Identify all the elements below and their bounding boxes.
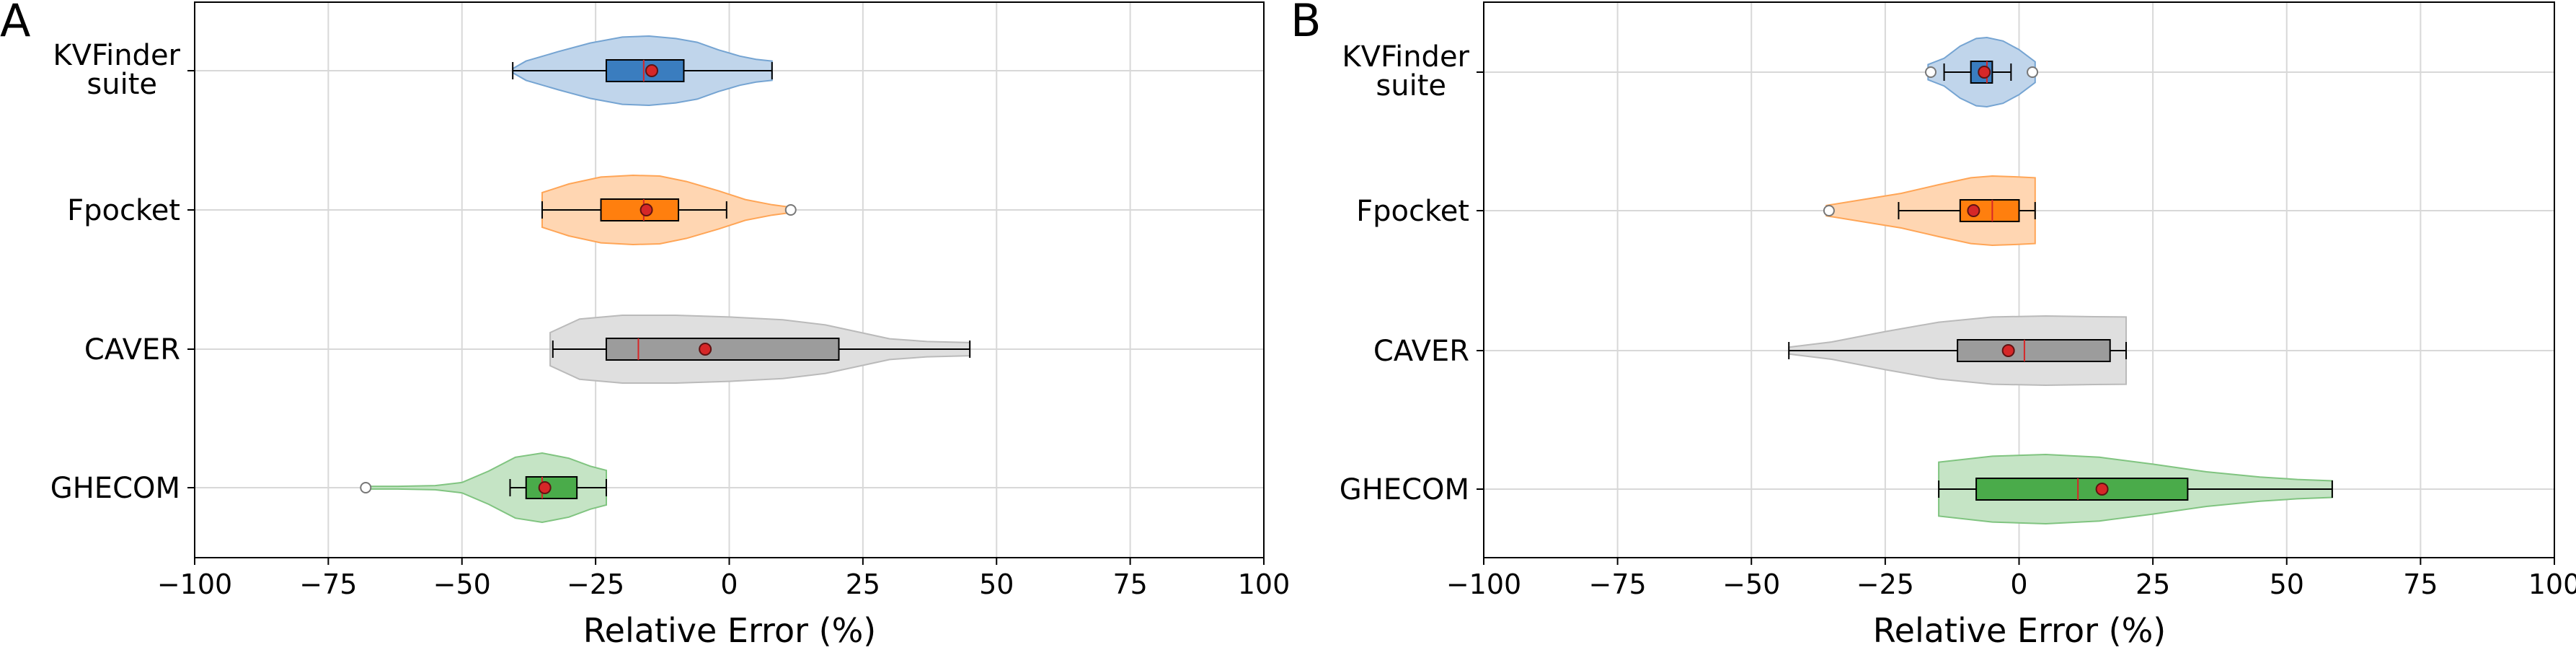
panel-label: A xyxy=(0,0,30,47)
x-tick-label: −25 xyxy=(567,568,624,600)
y-category-label-line: KVFinder xyxy=(1342,40,1469,74)
y-category-label: Fpocket xyxy=(1356,195,1469,228)
mean-marker xyxy=(1978,66,1991,79)
y-category-label: Fpocket xyxy=(67,194,180,227)
y-category-label-line: KVFinder xyxy=(53,39,180,72)
x-tick-label: 0 xyxy=(720,568,738,600)
x-tick-label: 25 xyxy=(846,568,880,600)
x-tick-label: 50 xyxy=(2270,568,2304,600)
outlier-point xyxy=(2027,66,2039,78)
outlier-point xyxy=(784,204,797,216)
x-axis-ticks: −100 −75 −50 −25 0 25 50 75 100 xyxy=(1446,558,2576,600)
y-category-label: GHECOM xyxy=(50,472,180,505)
outlier-point xyxy=(1924,66,1937,78)
y-category-label: KVFinder suite xyxy=(53,39,180,101)
x-tick-label: −50 xyxy=(433,568,491,600)
panel-b: B −100 −75 −50 −25 0 25 50 75 100 KVFinder suite F… xyxy=(1291,0,2576,650)
gridlines xyxy=(194,2,1265,558)
iqr-box xyxy=(605,338,840,361)
outlier-point xyxy=(1823,205,1835,216)
y-axis-categories: KVFinder suite Fpocket CAVER GHECOM xyxy=(1340,40,1484,506)
boxplots xyxy=(1788,61,2333,501)
iqr-box xyxy=(600,198,680,221)
x-axis-title: Relative Error (%) xyxy=(1873,611,2166,650)
mean-marker xyxy=(2095,483,2109,496)
x-tick-label: −100 xyxy=(1446,568,1521,600)
iqr-box xyxy=(605,59,685,82)
x-tick-label: 100 xyxy=(2528,568,2576,600)
y-category-label: GHECOM xyxy=(1340,473,1469,506)
x-tick-label: −100 xyxy=(157,568,232,600)
y-category-label-line: suite xyxy=(1376,69,1446,102)
boxplots xyxy=(360,59,971,499)
iqr-box xyxy=(1975,478,2189,501)
violins xyxy=(362,35,971,524)
x-tick-label: 100 xyxy=(1238,568,1291,600)
x-tick-label: 75 xyxy=(1112,568,1147,600)
x-tick-label: −25 xyxy=(1856,568,1914,600)
y-category-label: CAVER xyxy=(1373,335,1469,368)
mean-marker xyxy=(1967,204,1980,217)
y-category-label: CAVER xyxy=(84,333,180,366)
x-tick-label: 50 xyxy=(979,568,1014,600)
mean-marker xyxy=(699,343,712,356)
x-tick-label: −75 xyxy=(299,568,357,600)
x-tick-label: 0 xyxy=(2010,568,2027,600)
x-tick-label: −50 xyxy=(1722,568,1780,600)
iqr-box xyxy=(1957,339,2111,362)
x-tick-label: 25 xyxy=(2135,568,2170,600)
y-category-label-line: suite xyxy=(87,68,157,101)
violin xyxy=(362,452,607,524)
mean-marker xyxy=(538,481,552,494)
x-axis-title: Relative Error (%) xyxy=(583,611,876,650)
y-category-label: KVFinder suite xyxy=(1342,40,1469,102)
outlier-point xyxy=(360,482,372,493)
panel-a: A −100 −75 −50 −25 0 25 50 75 100 KVFinder suite F… xyxy=(0,0,1290,650)
x-axis-ticks: −100 −75 −50 −25 0 25 50 75 100 xyxy=(157,558,1290,600)
panel-label: B xyxy=(1291,0,1322,47)
x-tick-label: 75 xyxy=(2403,568,2438,600)
iqr-box xyxy=(525,476,578,499)
x-tick-label: −75 xyxy=(1589,568,1647,600)
y-axis-categories: KVFinder suite Fpocket CAVER GHECOM xyxy=(50,39,195,505)
violins xyxy=(1788,36,2333,525)
mean-marker xyxy=(639,203,653,216)
mean-marker xyxy=(645,64,658,77)
mean-marker xyxy=(2001,344,2015,357)
